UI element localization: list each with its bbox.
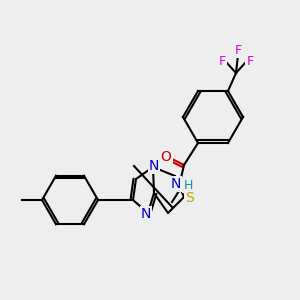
- Text: F: F: [218, 55, 226, 68]
- Text: F: F: [234, 44, 242, 56]
- Text: O: O: [160, 150, 171, 164]
- Text: S: S: [184, 191, 194, 205]
- Text: N: N: [141, 207, 151, 221]
- Text: H: H: [183, 179, 193, 193]
- Text: N: N: [171, 177, 181, 191]
- Text: N: N: [149, 159, 159, 173]
- Text: F: F: [246, 55, 254, 68]
